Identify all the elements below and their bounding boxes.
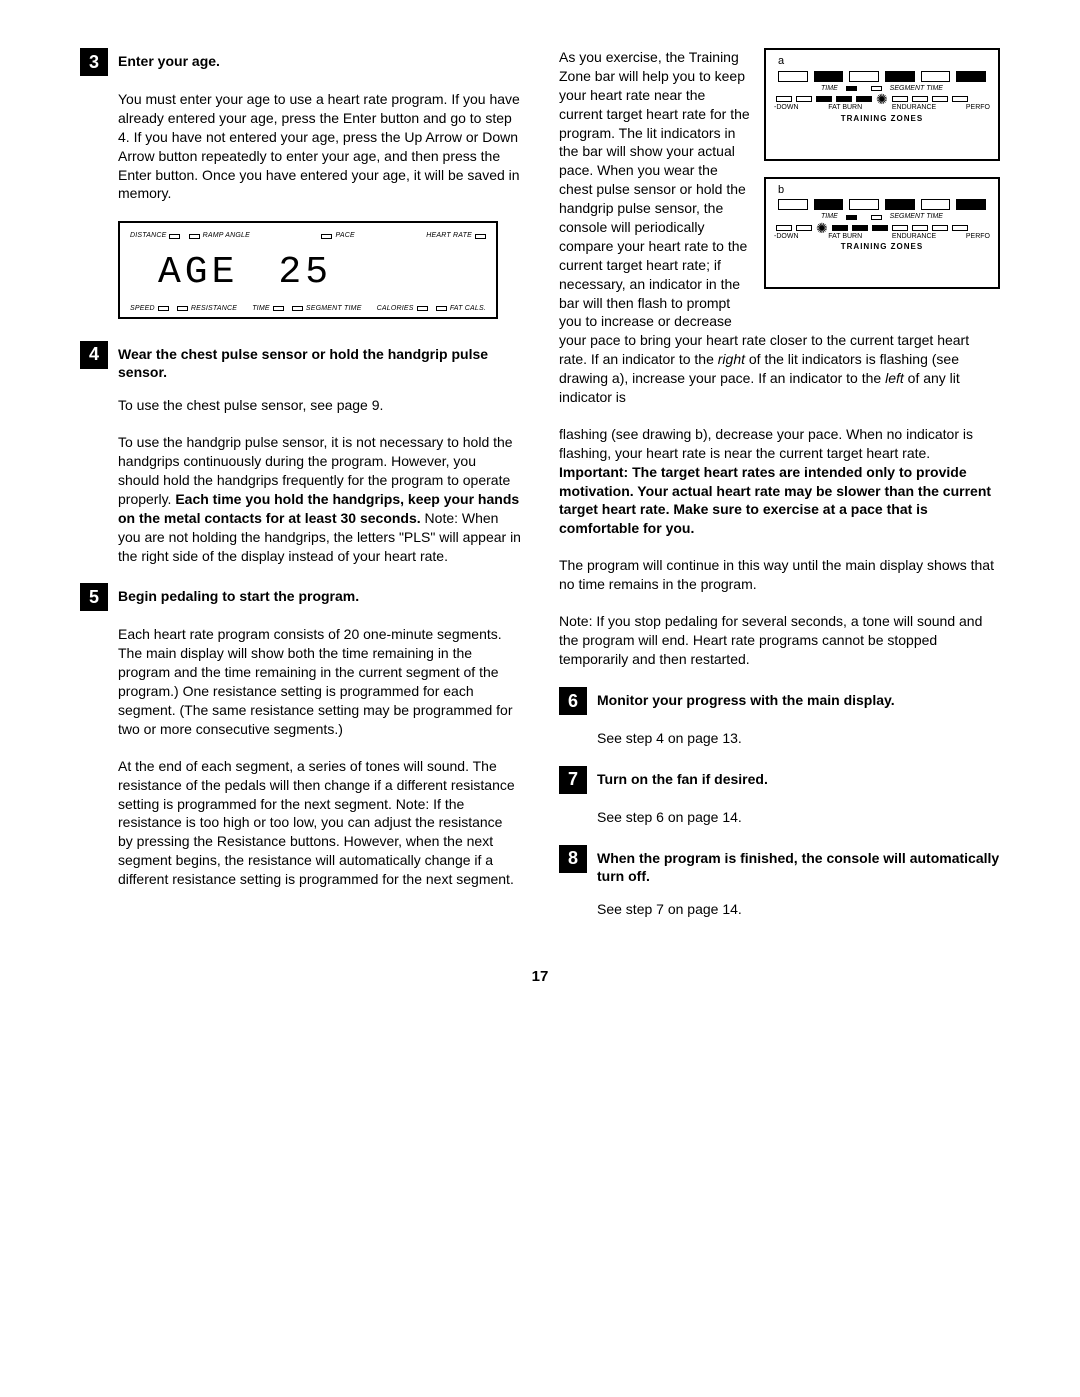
console-digits: AGE 25 [130,241,486,304]
step-5-title: Begin pedaling to start the program. [118,587,521,606]
step-number-5: 5 [80,583,108,611]
training-zone-figures: a TIME SEGMENT TIME ✺ -DOWNFAT BURNENDUR… [764,48,1000,305]
right-intro-2: flashing (see drawing b), decrease your … [559,425,1000,538]
step-3-title: Enter your age. [118,52,521,71]
step-7-p: See step 6 on page 14. [597,808,1000,827]
step-number-7: 7 [559,766,587,794]
step-8-title: When the program is finished, the consol… [597,849,1000,887]
step-3: 3 Enter your age. [80,48,521,76]
step-6-p: See step 4 on page 13. [597,729,1000,748]
step-number-3: 3 [80,48,108,76]
step-6-title: Monitor your progress with the main disp… [597,691,1000,710]
step-3-body: You must enter your age to use a heart r… [118,90,521,203]
page-number: 17 [80,967,1000,987]
drawing-a: a TIME SEGMENT TIME ✺ -DOWNFAT BURNENDUR… [764,48,1000,161]
step-4-title: Wear the chest pulse sensor or hold the … [118,345,521,383]
step-4: 4 Wear the chest pulse sensor or hold th… [80,341,521,383]
right-column: a TIME SEGMENT TIME ✺ -DOWNFAT BURNENDUR… [559,48,1000,937]
step-8: 8 When the program is finished, the cons… [559,845,1000,887]
step-7-title: Turn on the fan if desired. [597,770,1000,789]
step-5-p1: Each heart rate program consists of 20 o… [118,625,521,738]
step-7: 7 Turn on the fan if desired. [559,766,1000,794]
right-p4: Note: If you stop pedaling for several s… [559,612,1000,669]
step-number-4: 4 [80,341,108,369]
step-4-p1: To use the chest pulse sensor, see page … [118,396,521,415]
step-6: 6 Monitor your progress with the main di… [559,687,1000,715]
step-number-8: 8 [559,845,587,873]
console-display: DISTANCE RAMP ANGLE PACE HEART RATE AGE … [118,221,498,318]
step-number-6: 6 [559,687,587,715]
step-8-p: See step 7 on page 14. [597,900,1000,919]
step-5-p2: At the end of each segment, a series of … [118,757,521,889]
step-4-p2: To use the handgrip pulse sensor, it is … [118,433,521,565]
right-p3: The program will continue in this way un… [559,556,1000,594]
drawing-b: b TIME SEGMENT TIME ✺ -DOWNFAT BURNENDUR… [764,177,1000,290]
step-5: 5 Begin pedaling to start the program. [80,583,521,611]
left-column: 3 Enter your age. You must enter your ag… [80,48,521,937]
